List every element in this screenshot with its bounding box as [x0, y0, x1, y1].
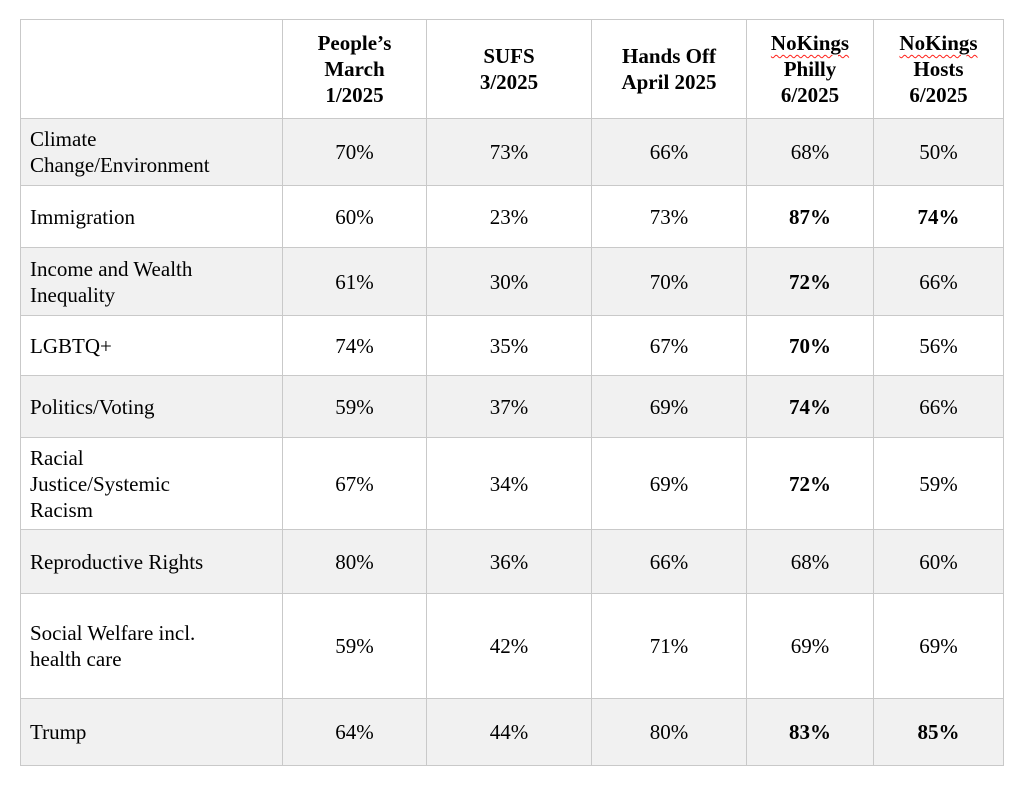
value-cell: 60% [282, 185, 427, 248]
table-row: Reproductive Rights 80% 36% 66% 68% 60% [20, 529, 1004, 594]
header-line-spellcheck: NoKings [899, 31, 978, 55]
header-line: People’s [317, 31, 392, 55]
column-header-1: People’s March 1/2025 [282, 19, 427, 119]
value-cell: 44% [426, 698, 592, 766]
column-header-5: NoKings Hosts 6/2025 [873, 19, 1004, 119]
value-cell: 74% [282, 315, 427, 376]
value-cell: 70% [282, 118, 427, 186]
value-cell: 67% [591, 315, 747, 376]
table-row: Social Welfare incl. health care 59% 42% 71%… [20, 593, 1004, 699]
value-cell: 23% [426, 185, 592, 248]
value-cell: 50% [873, 118, 1004, 186]
value-cell: 69% [591, 375, 747, 438]
header-line: April 2025 [621, 70, 717, 94]
value-cell: 66% [591, 118, 747, 186]
value-cell: 85% [873, 698, 1004, 766]
column-header-2: SUFS 3/2025 [426, 19, 592, 119]
value-cell: 69% [873, 593, 1004, 699]
value-cell: 59% [873, 437, 1004, 530]
value-cell: 64% [282, 698, 427, 766]
value-cell: 59% [282, 375, 427, 438]
row-label: Climate Change/Environment [20, 118, 283, 186]
table-row: LGBTQ+ 74% 35% 67% 70% 56% [20, 315, 1004, 376]
value-cell: 80% [591, 698, 747, 766]
value-cell: 69% [746, 593, 874, 699]
value-cell: 83% [746, 698, 874, 766]
row-label: Trump [20, 698, 283, 766]
header-line: Hosts [913, 57, 964, 81]
value-cell: 60% [873, 529, 1004, 594]
header-line-spellcheck: NoKings [770, 31, 850, 55]
value-cell: 68% [746, 529, 874, 594]
value-cell: 69% [591, 437, 747, 530]
header-line: Philly [783, 57, 837, 81]
row-label: LGBTQ+ [20, 315, 283, 376]
value-cell: 36% [426, 529, 592, 594]
value-cell: 37% [426, 375, 592, 438]
table-row: Politics/Voting 59% 37% 69% 74% 66% [20, 375, 1004, 438]
value-cell: 30% [426, 247, 592, 316]
survey-issues-table: People’s March 1/2025 SUFS 3/2025 Hands Off Ap… [20, 19, 1004, 766]
header-line: 6/2025 [780, 83, 840, 107]
value-cell: 66% [591, 529, 747, 594]
value-cell: 67% [282, 437, 427, 530]
value-cell: 70% [591, 247, 747, 316]
table-body: Climate Change/Environment 70% 73% 66% 68% 50%… [20, 118, 1004, 766]
header-line: Hands Off [622, 44, 716, 68]
value-cell: 74% [746, 375, 874, 438]
value-cell: 72% [746, 437, 874, 530]
value-cell: 35% [426, 315, 592, 376]
value-cell: 61% [282, 247, 427, 316]
corner-header-cell [20, 19, 283, 119]
value-cell: 80% [282, 529, 427, 594]
row-label: Income and Wealth Inequality [20, 247, 283, 316]
value-cell: 68% [746, 118, 874, 186]
table-header: People’s March 1/2025 SUFS 3/2025 Hands Off Ap… [20, 19, 1004, 119]
table-row: Climate Change/Environment 70% 73% 66% 68% 50% [20, 118, 1004, 186]
value-cell: 73% [591, 185, 747, 248]
value-cell: 59% [282, 593, 427, 699]
header-line: 3/2025 [479, 70, 539, 94]
value-cell: 87% [746, 185, 874, 248]
value-cell: 66% [873, 247, 1004, 316]
value-cell: 70% [746, 315, 874, 376]
header-line: 1/2025 [325, 83, 384, 107]
header-line: SUFS [483, 44, 535, 68]
header-line: 6/2025 [909, 83, 968, 107]
header-row: People’s March 1/2025 SUFS 3/2025 Hands Off Ap… [20, 19, 1004, 119]
column-header-3: Hands Off April 2025 [591, 19, 747, 119]
value-cell: 71% [591, 593, 747, 699]
value-cell: 72% [746, 247, 874, 316]
value-cell: 74% [873, 185, 1004, 248]
table-row: Racial Justice/Systemic Racism 67% 34% 69% 72%… [20, 437, 1004, 530]
row-label: Racial Justice/Systemic Racism [20, 437, 283, 530]
value-cell: 66% [873, 375, 1004, 438]
value-cell: 34% [426, 437, 592, 530]
table-row: Trump 64% 44% 80% 83% 85% [20, 698, 1004, 766]
header-line: March [324, 57, 385, 81]
value-cell: 56% [873, 315, 1004, 376]
value-cell: 73% [426, 118, 592, 186]
column-header-4: NoKings Philly 6/2025 [746, 19, 874, 119]
row-label: Immigration [20, 185, 283, 248]
value-cell: 42% [426, 593, 592, 699]
row-label: Social Welfare incl. health care [20, 593, 283, 699]
row-label: Politics/Voting [20, 375, 283, 438]
table-row: Immigration 60% 23% 73% 87% 74% [20, 185, 1004, 248]
row-label: Reproductive Rights [20, 529, 283, 594]
table-row: Income and Wealth Inequality 61% 30% 70% 72% 6… [20, 247, 1004, 316]
